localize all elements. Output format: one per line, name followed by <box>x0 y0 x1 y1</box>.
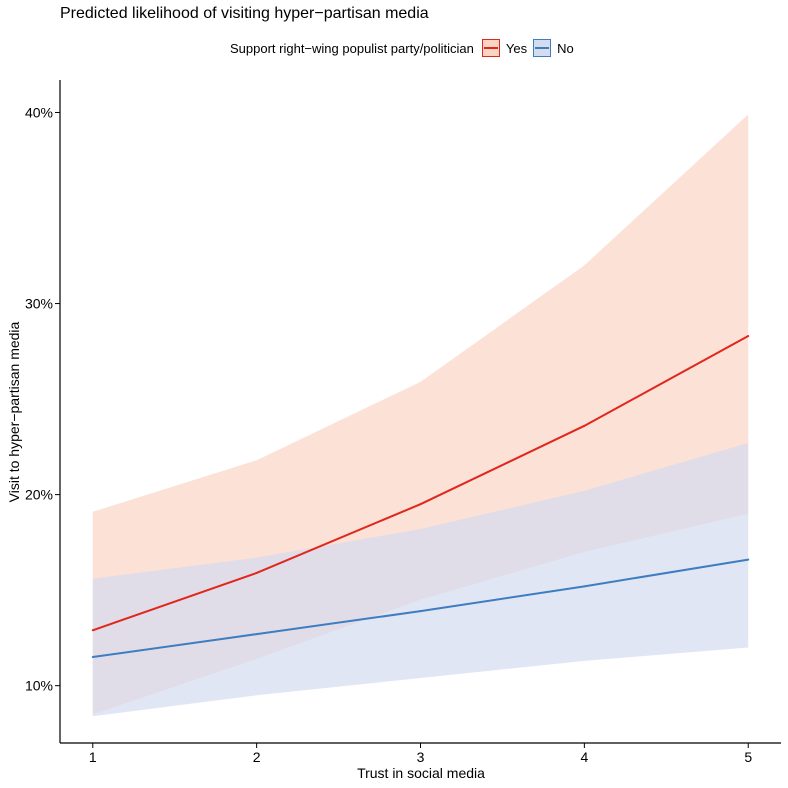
x-axis-label: Trust in social media <box>357 765 485 781</box>
x-tick-label: 4 <box>580 749 588 765</box>
confidence-band-no <box>92 443 749 717</box>
legend-title: Support right−wing populist party/politi… <box>230 40 474 56</box>
y-tick-label: 40% <box>25 104 53 120</box>
data-point-yes-1 <box>91 629 94 632</box>
data-point-no-4 <box>583 585 586 588</box>
data-point-no-3 <box>419 610 422 613</box>
y-tick-label: 20% <box>25 487 53 503</box>
chart-title: Predicted likelihood of visiting hyper−p… <box>60 5 429 22</box>
data-point-yes-5 <box>747 335 750 338</box>
legend: Support right−wing populist party/politi… <box>230 37 580 59</box>
legend-label-no: No <box>557 40 574 56</box>
data-point-yes-2 <box>255 571 258 574</box>
data-point-no-5 <box>747 558 750 561</box>
legend-item-no: No <box>533 39 574 57</box>
legend-label-yes: Yes <box>505 40 528 56</box>
x-tick-label: 5 <box>744 749 752 765</box>
x-tick-label: 3 <box>417 749 425 765</box>
data-point-no-1 <box>91 656 94 659</box>
data-point-no-2 <box>255 633 258 636</box>
legend-key-yes <box>481 39 500 57</box>
x-tick-label: 2 <box>253 749 261 765</box>
legend-key-no <box>533 39 552 57</box>
y-tick-label: 10% <box>25 678 53 694</box>
legend-item-yes: Yes <box>481 39 528 57</box>
data-point-yes-4 <box>583 424 586 427</box>
y-axis-label: Visit to hyper−partisan media <box>6 321 22 502</box>
y-tick-label: 30% <box>25 296 53 312</box>
data-point-yes-3 <box>419 503 422 506</box>
x-tick-label: 1 <box>89 749 97 765</box>
